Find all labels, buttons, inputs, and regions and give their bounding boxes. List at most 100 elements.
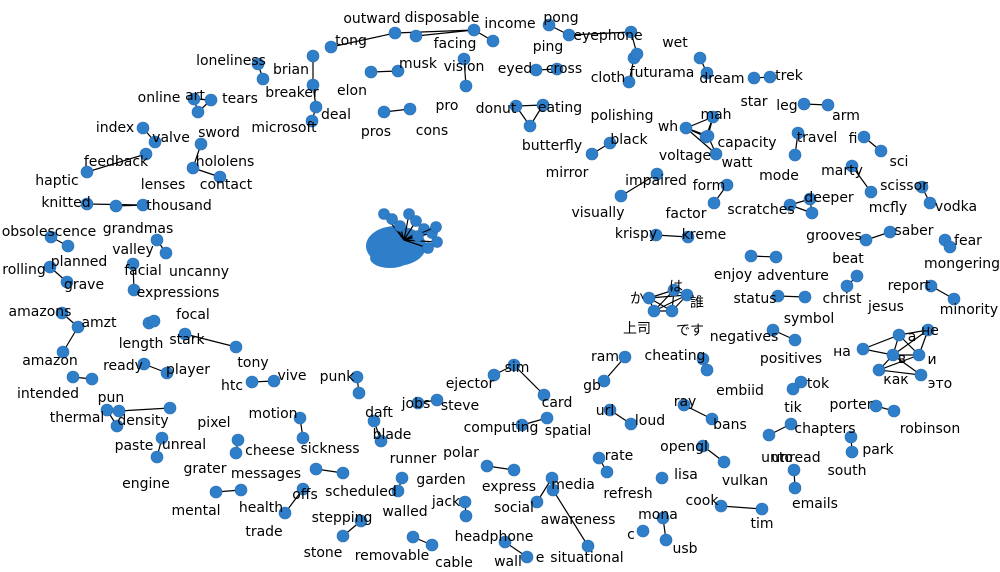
node-desu xyxy=(665,304,679,318)
node-label-focal: focal xyxy=(176,307,210,323)
edge-density-pixel xyxy=(118,407,171,412)
node-label-kak: как xyxy=(883,372,909,388)
node-label-eto: это xyxy=(928,376,952,392)
node-donut xyxy=(509,99,523,113)
cluster-node xyxy=(394,220,406,232)
node-grooves xyxy=(805,206,819,220)
node-label-express: express xyxy=(482,479,536,495)
node-cons xyxy=(403,102,417,116)
edge-na-a xyxy=(862,334,900,350)
cluster-node xyxy=(422,242,434,254)
node-black xyxy=(603,136,617,150)
node-awareness xyxy=(546,483,560,497)
node-label-park: park xyxy=(862,442,894,458)
node-deal xyxy=(309,100,323,114)
edge-stark-tony xyxy=(184,333,237,348)
node-i xyxy=(912,348,926,362)
node-income xyxy=(486,34,500,48)
node-label-vulkan: vulkan xyxy=(722,473,768,489)
node-label-sickness: sickness xyxy=(300,441,359,457)
node-mirror xyxy=(585,147,599,161)
node-e xyxy=(520,550,534,564)
node-v xyxy=(886,348,900,362)
node-online xyxy=(187,92,201,106)
node-ejector xyxy=(487,368,501,382)
node-label-url: url xyxy=(596,403,615,419)
node-opengl xyxy=(696,439,710,453)
node-loneliness xyxy=(251,57,265,71)
node-scissor xyxy=(915,180,929,194)
node-steve xyxy=(430,393,444,407)
node-chapters xyxy=(784,417,798,431)
node-label-polar: polar xyxy=(443,445,479,461)
node-park xyxy=(844,430,858,444)
node-label-minority: minority xyxy=(940,302,998,318)
edge-cook-tim xyxy=(720,505,763,510)
node-art xyxy=(204,93,218,107)
node-label-polishing: polishing xyxy=(590,108,653,124)
node-label-ne: не xyxy=(921,323,939,339)
node-label-unreal: unreal xyxy=(162,437,206,453)
node-grater xyxy=(229,446,243,460)
node-label-gb: gb xyxy=(583,378,601,394)
node-label-hololens: hololens xyxy=(196,154,255,170)
node-garden xyxy=(395,471,409,485)
node-thousand xyxy=(136,198,150,212)
node-positives xyxy=(788,333,802,347)
node-label-ping: ping xyxy=(533,39,564,55)
node-tik xyxy=(786,382,800,396)
node-label-headphone: headphone xyxy=(455,529,534,545)
node-uncanny xyxy=(159,246,173,260)
node-label-mongering: mongering xyxy=(924,256,1000,272)
node-label-robinson: robinson xyxy=(900,421,960,437)
node-unto xyxy=(762,428,776,442)
node-disposable xyxy=(409,29,423,43)
node-refresh xyxy=(600,465,614,479)
node-label-chapters: chapters xyxy=(794,421,855,437)
node-label-ram: ram xyxy=(591,349,619,365)
edge-ne-v xyxy=(892,329,929,356)
node-paste xyxy=(110,419,124,433)
node-watt xyxy=(709,147,723,161)
node-haptic xyxy=(80,165,94,179)
node-sci xyxy=(874,144,888,158)
node-label-scratches: scratches xyxy=(727,202,794,218)
node-wall xyxy=(498,535,512,549)
node-blade xyxy=(367,414,381,428)
node-label-card: card xyxy=(542,395,573,411)
node-engine xyxy=(150,450,164,464)
cluster-node xyxy=(410,215,422,227)
node-grandmas xyxy=(109,199,123,213)
node-label-tears: tears xyxy=(222,91,258,107)
node-label-tony: tony xyxy=(237,355,268,371)
cluster-node xyxy=(430,221,442,233)
node-robinson xyxy=(887,404,901,418)
node-label-porter: porter xyxy=(829,397,872,413)
node-label-grooves: grooves xyxy=(806,228,862,244)
node-label-player: player xyxy=(166,362,210,378)
node-label-offs: offs xyxy=(292,487,318,503)
node-label-report: report xyxy=(888,278,931,294)
node-vision xyxy=(457,52,471,66)
node-ready xyxy=(137,357,151,371)
node-ray xyxy=(677,398,691,412)
node-label-arm: arm xyxy=(832,108,860,124)
node-facing xyxy=(467,23,481,37)
node-label-sword: sword xyxy=(198,125,240,141)
node-label-deeper: deeper xyxy=(804,190,854,206)
node-visually xyxy=(614,189,628,203)
node-emails xyxy=(788,481,802,495)
node-christ xyxy=(850,269,864,283)
node-label-grave: grave xyxy=(64,277,104,293)
node-label-htc: htc xyxy=(221,378,243,394)
node-label-fi: fi xyxy=(849,131,858,147)
node-cross xyxy=(550,62,564,76)
node-label-elon: elon xyxy=(337,83,367,99)
node-label-social: social xyxy=(494,500,534,516)
edge-kak-eto xyxy=(878,369,922,376)
node-knitted xyxy=(80,197,94,211)
node-leg xyxy=(797,97,811,111)
node-label-steve: steve xyxy=(441,398,479,414)
node-health xyxy=(234,483,248,497)
cluster-node xyxy=(403,208,415,220)
